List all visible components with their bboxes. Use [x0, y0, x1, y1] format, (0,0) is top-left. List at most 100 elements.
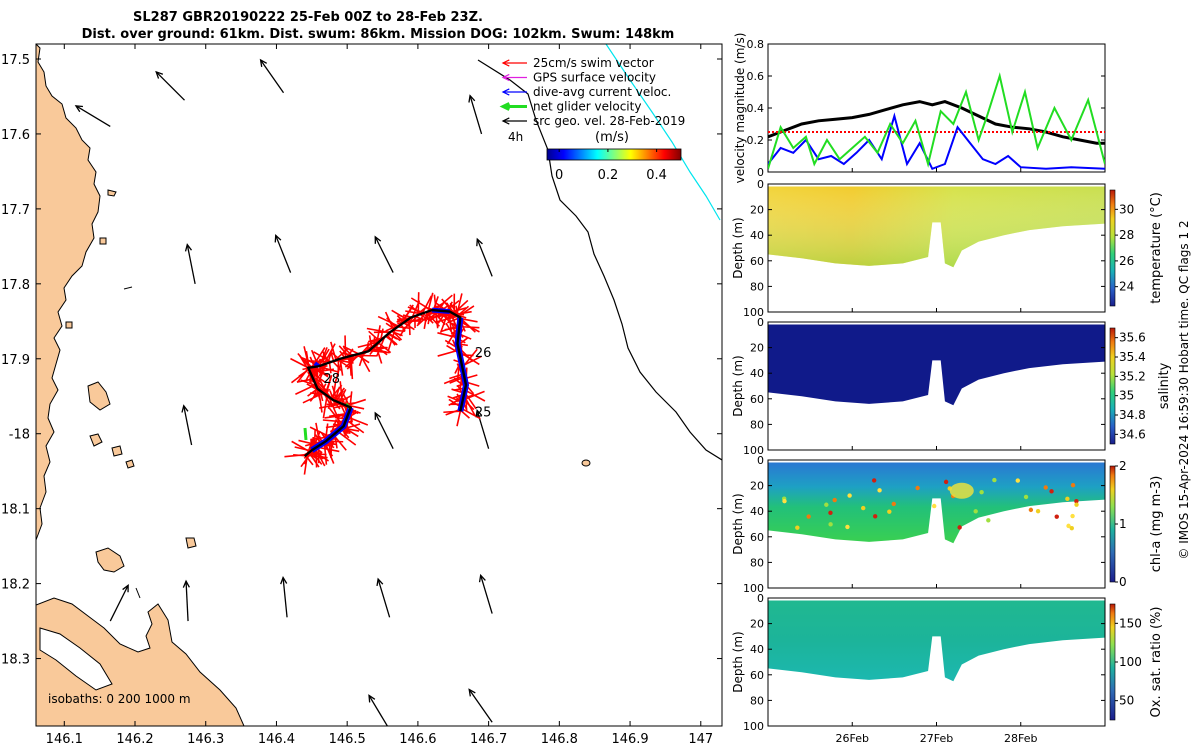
- chl-a-sample-dot: [1036, 509, 1040, 513]
- day-label: 26: [475, 346, 492, 361]
- velocity-y-tick-label: 0.8: [747, 38, 765, 51]
- colorbar-tick-label: 0.4: [646, 168, 667, 183]
- profile-y-tick-label: 80: [750, 556, 764, 569]
- profile-colorbar-label: temperature (°C): [1149, 192, 1164, 304]
- profile-colorbar-tick-label: 35.6: [1119, 331, 1146, 345]
- chl-a-sample-dot: [1055, 514, 1059, 518]
- velocity-y-tick-label: 0.4: [747, 102, 765, 115]
- profile-y-tick-label: 40: [750, 505, 764, 518]
- map-x-tick-label: 146.4: [258, 732, 295, 747]
- colorbar-tick-label: 0.2: [598, 168, 619, 183]
- profile-colorbar-tick-label: 150: [1119, 616, 1142, 630]
- profile-colorbar-tick-label: 24: [1119, 280, 1134, 294]
- legend-label: 25cm/s swim vector: [533, 56, 654, 70]
- profile-y-tick-label: 40: [750, 643, 764, 656]
- chl-a-sample-dot: [1049, 489, 1053, 493]
- velocity-y-tick-label: 0.2: [747, 134, 765, 147]
- chl-a-sample-dot: [1029, 508, 1033, 512]
- title-line-2: Dist. over ground: 61km. Dist. swum: 86k…: [82, 27, 675, 42]
- chl-a-sample-dot: [782, 499, 786, 503]
- map-y-tick-label: 17.8: [1, 278, 30, 293]
- chl-a-sample-dot: [957, 525, 961, 529]
- map-y-tick-label: 17.7: [1, 203, 30, 218]
- chl-a-sample-dot: [915, 486, 919, 490]
- day-label: 25: [475, 406, 492, 421]
- island-8: [66, 322, 72, 328]
- profile-colorbar-tick-label: 50: [1119, 694, 1134, 708]
- chl-a-sample-dot: [806, 514, 810, 518]
- profile-y-tick-label: 60: [750, 531, 764, 544]
- chl-a-sample-dot: [1070, 514, 1074, 518]
- chl-a-sample-dot: [1065, 497, 1069, 501]
- chl-a-sample-dot: [847, 493, 851, 497]
- map-x-tick-label: 146.3: [187, 732, 224, 747]
- chl-a-sample-dot: [1070, 526, 1074, 530]
- title-line-1: SL287 GBR20190222 25-Feb 00Z to 28-Feb 2…: [133, 10, 483, 25]
- profile-colorbar-tick-label: 2: [1119, 459, 1127, 473]
- velocity-y-tick-label: 0.6: [747, 70, 765, 83]
- chl-a-sample-dot: [824, 503, 828, 507]
- chl-a-sample-dot: [795, 525, 799, 529]
- chl-a-sample-dot: [944, 480, 948, 484]
- colorbar-tick-label: 0: [555, 168, 563, 183]
- profile-colorbar-tick-label: 35.4: [1119, 350, 1146, 364]
- map-x-tick-label: 146.6: [399, 732, 436, 747]
- chl-a-sample-dot: [986, 518, 990, 522]
- profile-ylabel: Depth (m): [731, 217, 745, 278]
- swim-vector: [293, 455, 305, 456]
- profile-colorbar-tick-label: 34.6: [1119, 427, 1146, 441]
- chl-a-patch: [950, 483, 974, 499]
- profile-ylabel: Depth (m): [731, 631, 745, 692]
- map-x-tick-label: 147: [688, 732, 713, 747]
- profile-y-tick-label: 20: [750, 618, 764, 631]
- legend-label: dive-avg current veloc.: [533, 85, 671, 99]
- velocity-panel: 00.20.40.60.8 velocity magnitude (m/s): [733, 33, 1105, 184]
- island-7: [126, 460, 134, 468]
- profile-y-tick-label: 20: [750, 480, 764, 493]
- legend-4h-label: 4h: [508, 130, 523, 144]
- profile-colorbar-tick-label: 35.2: [1119, 369, 1146, 383]
- profile-ylabel: Depth (m): [731, 355, 745, 416]
- map-x-tick-label: 146.7: [470, 732, 507, 747]
- profile-y-tick-label: 80: [750, 418, 764, 431]
- chl-a-sample-dot: [872, 478, 876, 482]
- chl-a-sample-dot: [1074, 502, 1078, 506]
- profile-colorbar: [1110, 604, 1115, 720]
- profile-colorbar-label: Ox. sat. ratio (%): [1149, 607, 1164, 718]
- isobaths-label: isobaths: 0 200 1000 m: [48, 692, 191, 706]
- map-y-tick-label: 18.1: [1, 503, 30, 518]
- profile-y-tick-label: 80: [750, 280, 764, 293]
- chl-a-sample-dot: [828, 511, 832, 515]
- time-axis-tick-label: 28Feb: [1004, 732, 1037, 745]
- profile-colorbar-tick-label: 34.8: [1119, 408, 1146, 422]
- day-label: 28: [323, 372, 340, 387]
- side-caption: © IMOS 15-Apr-2024 16:59:30 Hobart time.…: [1177, 220, 1191, 559]
- profile-colorbar-tick-label: 35: [1119, 389, 1134, 403]
- map-background: [36, 44, 722, 726]
- velocity-ylabel: velocity magnitude (m/s): [733, 33, 747, 184]
- island-3: [186, 538, 196, 548]
- profile-y-tick-label: 40: [750, 229, 764, 242]
- profile-y-tick-label: 0: [757, 316, 764, 329]
- chl-a-sample-dot: [877, 488, 881, 492]
- profile-ylabel: Depth (m): [731, 493, 745, 554]
- legend-label: net glider velocity: [533, 100, 641, 114]
- colorbar-unit-label: (m/s): [595, 130, 629, 145]
- profile-y-tick-label: 40: [750, 367, 764, 380]
- time-axis-tick-label: 27Feb: [920, 732, 953, 745]
- chl-a-sample-dot: [1016, 478, 1020, 482]
- profile-y-tick-label: 20: [750, 342, 764, 355]
- net-glider-velocity: [305, 428, 306, 440]
- legend-label: GPS surface velocity: [533, 71, 656, 85]
- map-y-tick-label: 17.9: [1, 353, 30, 368]
- profile-y-tick-label: 60: [750, 669, 764, 682]
- map-y-tick-label: 17.6: [1, 128, 30, 143]
- island-5: [100, 238, 106, 244]
- profile-colorbar-tick-label: 100: [1119, 655, 1142, 669]
- time-axis-tick-label: 26Feb: [836, 732, 869, 745]
- profile-y-tick-label: 100: [743, 720, 764, 733]
